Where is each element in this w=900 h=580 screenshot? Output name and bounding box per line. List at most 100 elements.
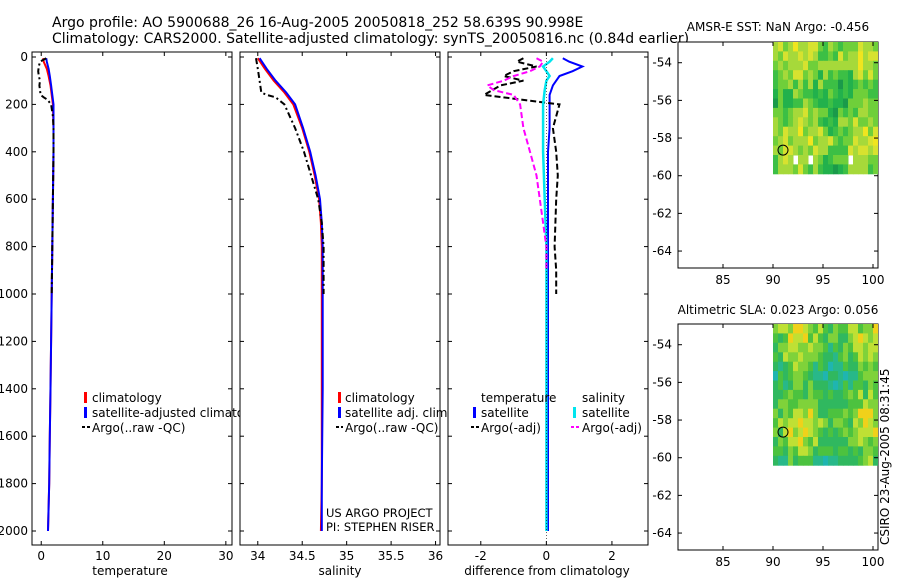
map-cell xyxy=(868,42,874,52)
map-cell xyxy=(838,399,844,410)
map-cell xyxy=(808,389,814,400)
map-cell xyxy=(838,145,844,156)
map-y-tick-label: -54 xyxy=(652,56,672,70)
map-cell xyxy=(783,70,789,81)
map-cell xyxy=(788,361,794,372)
map-cell xyxy=(783,60,789,71)
map-cell xyxy=(823,107,829,118)
map-cell xyxy=(808,79,814,90)
difference-x-label: difference from climatology xyxy=(464,564,630,578)
map-cell xyxy=(788,324,794,334)
map-cell xyxy=(858,342,864,353)
map-cell xyxy=(783,79,789,90)
map-cell xyxy=(833,70,839,81)
map-cell xyxy=(863,399,869,410)
map-cell xyxy=(838,42,844,52)
map-cell xyxy=(773,446,779,457)
map-cell xyxy=(773,126,779,137)
map-cell xyxy=(798,427,804,438)
map-cell xyxy=(813,361,819,372)
map-cell xyxy=(838,333,844,344)
map-cell xyxy=(838,455,844,466)
map-cell xyxy=(828,98,834,109)
temperature-x-label: temperature xyxy=(92,564,167,578)
map-cell xyxy=(853,164,859,175)
map-cell xyxy=(828,455,834,466)
map-cell xyxy=(808,418,814,429)
map-cell xyxy=(798,446,804,457)
map-cell xyxy=(798,371,804,381)
map-cell xyxy=(873,70,878,81)
map-cell xyxy=(868,399,874,410)
legend-swatch-satellite xyxy=(84,407,87,418)
map-cell xyxy=(853,427,859,438)
map-cell xyxy=(848,60,854,71)
map-cell xyxy=(863,352,869,363)
map-cell xyxy=(803,427,809,438)
map-cell xyxy=(798,89,804,99)
x-tick-label: -2 xyxy=(475,549,487,563)
map-cell xyxy=(823,89,829,99)
map-cell xyxy=(818,342,824,353)
map-cell xyxy=(808,164,814,175)
map-cell xyxy=(798,155,804,165)
map-cell xyxy=(828,380,834,391)
map-cell xyxy=(793,145,799,156)
map-cell xyxy=(853,136,859,147)
map-cell xyxy=(783,361,789,372)
map-cell xyxy=(778,70,784,81)
map-cell xyxy=(773,371,779,381)
map-cell xyxy=(793,324,799,334)
temperature-series xyxy=(37,57,55,532)
map-cell xyxy=(823,136,829,147)
map-cell xyxy=(808,427,814,438)
x-tick-label: 35.5 xyxy=(378,549,405,563)
map-cell xyxy=(843,389,849,400)
map-cell xyxy=(813,89,819,99)
map-cell xyxy=(773,361,779,372)
map-cell xyxy=(828,361,834,372)
map-cell xyxy=(868,136,874,147)
map-cell xyxy=(808,136,814,147)
map-cell xyxy=(858,117,864,128)
map-cell xyxy=(818,98,824,109)
map-cell xyxy=(788,408,794,419)
map-cell xyxy=(808,324,814,334)
map-cell xyxy=(783,126,789,137)
map-cell xyxy=(868,446,874,457)
map-cell xyxy=(778,427,784,438)
timestamp-credit: CSIRO 23-Aug-2005 08:31:45 xyxy=(878,369,892,545)
map-cell xyxy=(873,42,878,52)
map-cell xyxy=(818,107,824,118)
map-cell xyxy=(843,361,849,372)
map-cell xyxy=(783,437,789,447)
map-cell xyxy=(833,42,839,52)
y-tick-label: 0 xyxy=(20,50,28,64)
map-cell xyxy=(873,164,878,175)
map-cell xyxy=(863,380,869,391)
map-cell xyxy=(773,437,779,447)
map-cell xyxy=(853,408,859,419)
salinity-legend: climatology satellite adj. clim. Argo(..… xyxy=(336,391,451,435)
map-cell xyxy=(773,380,779,391)
x-tick-label: 2 xyxy=(608,549,616,563)
map-cell xyxy=(803,136,809,147)
map-cell xyxy=(773,418,779,429)
map-cell xyxy=(823,51,829,62)
map-cell xyxy=(813,389,819,400)
map-cell xyxy=(848,98,854,109)
map-cell xyxy=(873,455,878,466)
difference-x-ticks: -2 0 2 xyxy=(448,52,648,563)
map-cell xyxy=(838,418,844,429)
map-cell xyxy=(788,455,794,466)
map-cell xyxy=(828,342,834,353)
map-cell xyxy=(853,352,859,363)
map-cell xyxy=(853,380,859,391)
map-cell xyxy=(823,324,829,334)
map-cell xyxy=(858,51,864,62)
map-cell xyxy=(808,399,814,410)
legend-label-satellite: satellite-adjusted climatology xyxy=(92,406,270,420)
map-cell xyxy=(838,408,844,419)
map-cell xyxy=(803,98,809,109)
map-cell xyxy=(823,98,829,109)
